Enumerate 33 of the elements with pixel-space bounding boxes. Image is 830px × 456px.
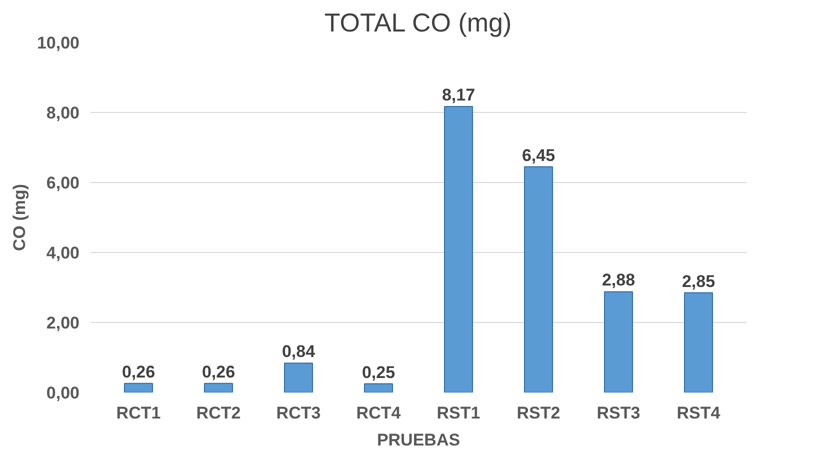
data-label: 0,26 bbox=[202, 362, 236, 382]
y-tick-label: 8,00 bbox=[46, 104, 80, 122]
data-label: 0,26 bbox=[122, 362, 156, 382]
x-axis-title: PRUEBAS bbox=[376, 430, 460, 450]
bar bbox=[364, 383, 393, 392]
data-label: 0,84 bbox=[282, 342, 316, 362]
bar bbox=[684, 292, 713, 392]
bar bbox=[604, 291, 633, 392]
x-tick-label: RCT4 bbox=[356, 404, 402, 422]
x-tick-label: RST1 bbox=[436, 404, 480, 422]
bar bbox=[124, 382, 153, 392]
bar bbox=[524, 166, 553, 392]
chart-title: TOTAL CO (mg) bbox=[324, 8, 512, 38]
y-tick-label: 6,00 bbox=[46, 174, 80, 192]
y-tick-label: 4,00 bbox=[46, 244, 80, 262]
data-label: 0,25 bbox=[362, 362, 396, 382]
data-label: 2,85 bbox=[682, 272, 716, 291]
data-label: 8,17 bbox=[442, 86, 476, 105]
y-tick-label: 10,00 bbox=[36, 34, 80, 52]
x-tick-label: RCT1 bbox=[116, 404, 161, 422]
data-label: 6,45 bbox=[522, 146, 556, 165]
bar bbox=[204, 382, 233, 392]
bar bbox=[444, 106, 473, 392]
y-axis-title: CO (mg) bbox=[10, 184, 29, 252]
bar bbox=[284, 362, 313, 392]
y-tick-label: 0,00 bbox=[46, 384, 80, 402]
y-tick-label: 2,00 bbox=[46, 314, 80, 332]
x-tick-label: RST4 bbox=[676, 404, 721, 422]
x-tick-label: RST2 bbox=[516, 404, 560, 422]
data-label: 2,88 bbox=[602, 270, 636, 290]
x-tick-label: RCT2 bbox=[196, 404, 241, 422]
x-tick-label: RST3 bbox=[596, 404, 640, 422]
x-tick-label: RCT3 bbox=[276, 404, 321, 422]
